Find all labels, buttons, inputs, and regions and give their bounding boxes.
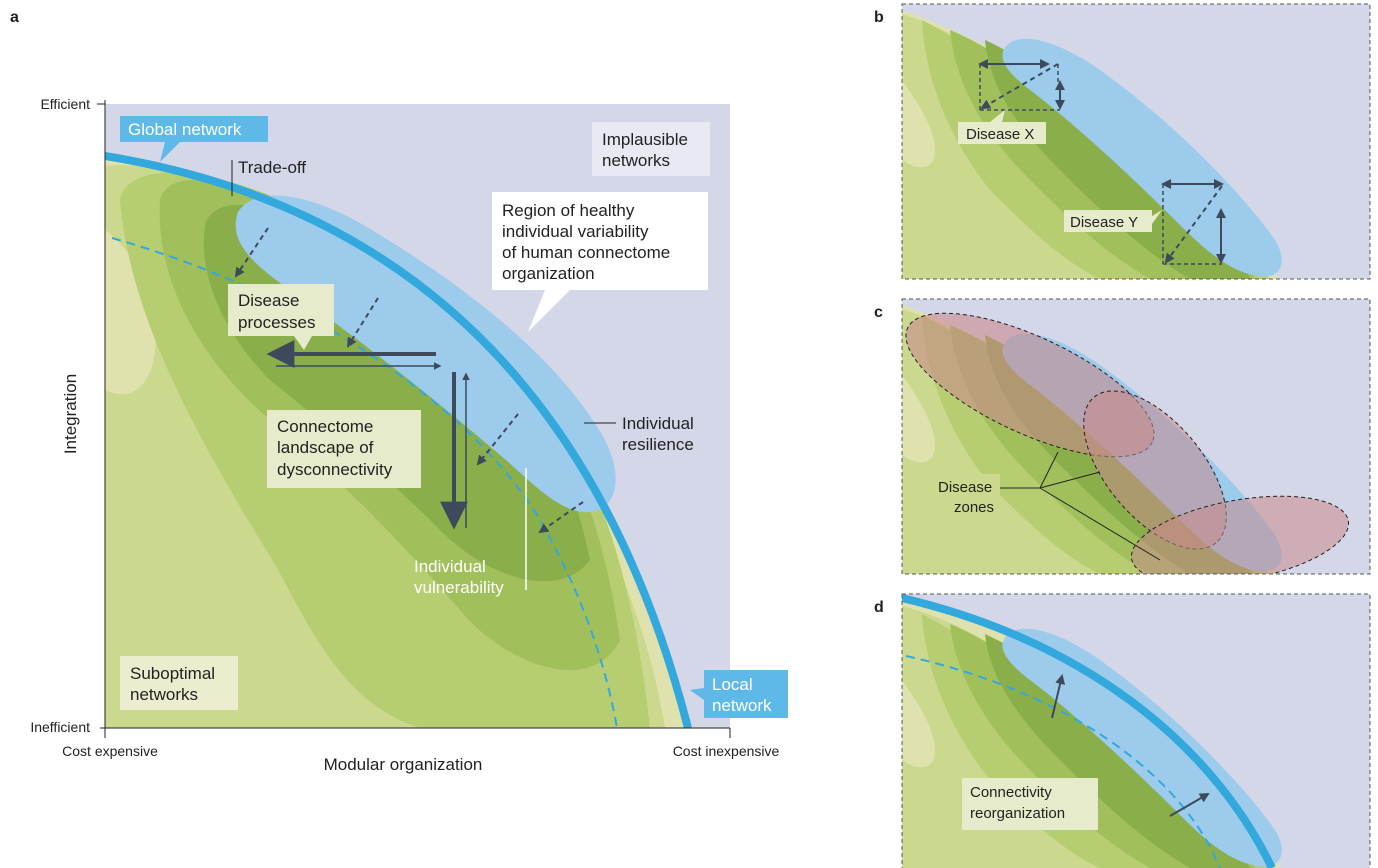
reorg-text-1: Connectivity [970,784,1052,801]
y-axis-title: Integration [61,374,80,454]
panel-b-frame [901,3,1371,280]
landscape-text-3: dysconnectivity [277,460,393,479]
local-network-text-2: network [712,696,772,715]
healthy-callout: Region of healthy individual variability… [492,192,708,332]
vulnerability-text-1: Individual [414,557,486,576]
disease-arrow-2 [346,297,379,348]
x-right-label: Cost inexpensive [673,743,780,759]
healthy-text-4: organization [502,264,595,283]
y-bottom-label: Inefficient [30,719,90,735]
landscape-text-2: landscape of [277,438,374,457]
panel-d-plot [902,594,1370,868]
panel-d-letter: d [874,599,884,616]
local-network-text-1: Local [712,675,753,694]
x-axis-title: Modular organization [324,755,483,774]
disease-zones-text-2: zones [954,499,994,516]
disease-x-label: Disease X [958,110,1046,144]
disease-arrow-1 [234,227,269,278]
dashed-frontier [111,237,618,728]
reorganization-arrows [1051,674,1210,817]
reorganization-label: Connectivity reorganization [962,778,1098,830]
disease-processes-callout: Disease processes [228,284,334,350]
global-network-curve [105,152,692,728]
resilience-text-2: resilience [622,435,694,454]
healthy-text-1: Region of healthy [502,201,635,220]
implausible-text-2: networks [602,151,670,170]
global-network-label: Global network [120,116,268,162]
disease-y-text: Disease Y [1070,214,1138,231]
local-network-label: Local network [690,670,788,718]
panel-c-frame [901,298,1371,575]
suboptimal-text-1: Suboptimal [130,664,215,683]
resilience-text-1: Individual [622,414,694,433]
disease-zones-pointers [1000,451,1161,561]
disease-text-1: Disease [238,291,299,310]
vulnerability-text-2: vulnerability [414,578,504,597]
disease-zones-label: Disease zones [930,474,1000,518]
suboptimal-callout: Suboptimal networks [120,656,238,710]
healthy-text-2: individual variability [502,222,649,241]
y-top-label: Efficient [40,96,90,112]
panel-b-letter: b [874,9,884,26]
disease-arrows [234,227,584,534]
implausible-label: Implausible networks [592,122,710,176]
reorg-text-2: reorganization [970,805,1065,822]
vulnerability-arrows [266,340,470,530]
implausible-text-1: Implausible [602,130,688,149]
global-network-text: Global network [128,120,242,139]
panel-c-plot [902,299,1370,574]
disease-zones-text-1: Disease [938,479,992,496]
x-left-label: Cost expensive [62,743,158,759]
disease-x-text: Disease X [966,126,1034,143]
disease-y-label: Disease Y [1064,210,1162,232]
disease-text-2: processes [238,313,315,332]
suboptimal-text-2: networks [130,685,198,704]
panel-b-arrows [978,59,1226,265]
landscape-text-1: Connectome [277,417,373,436]
panel-c-letter: c [874,304,883,321]
landscape-callout: Connectome landscape of dysconnectivity [267,410,421,488]
panel-d-frame [901,593,1371,868]
panel-a-letter: a [10,9,19,26]
trade-off-label: Trade-off [238,158,306,177]
disease-arrow-3 [476,413,519,466]
healthy-text-3: of human connectome [502,243,670,262]
